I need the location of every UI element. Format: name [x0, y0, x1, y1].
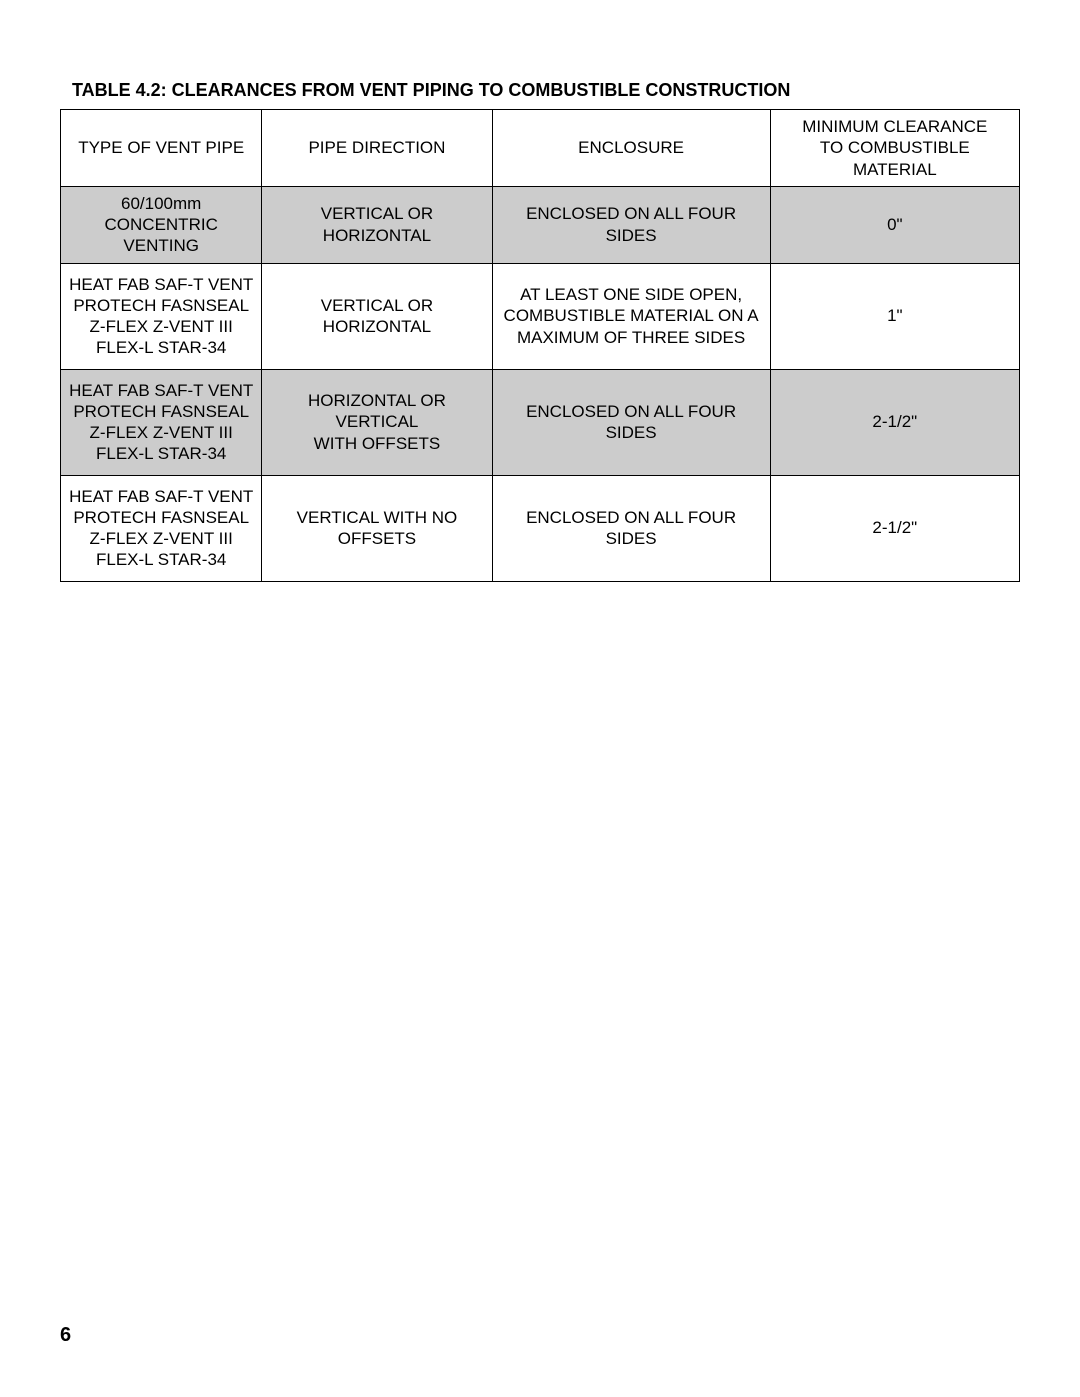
cell-clearance: 2-1/2"	[770, 475, 1019, 581]
cell-type: HEAT FAB SAF-T VENTPROTECH FASNSEALZ-FLE…	[61, 263, 262, 369]
cell-enclosure: ENCLOSED ON ALL FOUR SIDES	[492, 475, 770, 581]
table-body: 60/100mmCONCENTRIC VENTINGVERTICAL ORHOR…	[61, 186, 1020, 581]
table-row: HEAT FAB SAF-T VENTPROTECH FASNSEALZ-FLE…	[61, 475, 1020, 581]
cell-enclosure: ENCLOSED ON ALL FOUR SIDES	[492, 369, 770, 475]
document-page: TABLE 4.2: CLEARANCES FROM VENT PIPING T…	[0, 0, 1080, 1397]
page-number: 6	[60, 1324, 71, 1347]
table-row: HEAT FAB SAF-T VENTPROTECH FASNSEALZ-FLE…	[61, 369, 1020, 475]
cell-enclosure: AT LEAST ONE SIDE OPEN,COMBUSTIBLE MATER…	[492, 263, 770, 369]
table-title: TABLE 4.2: CLEARANCES FROM VENT PIPING T…	[72, 80, 1020, 101]
col-header-direction: PIPE DIRECTION	[262, 110, 492, 187]
cell-direction: VERTICAL WITH NO OFFSETS	[262, 475, 492, 581]
cell-type: HEAT FAB SAF-T VENTPROTECH FASNSEALZ-FLE…	[61, 369, 262, 475]
clearances-table: TYPE OF VENT PIPE PIPE DIRECTION ENCLOSU…	[60, 109, 1020, 582]
col-header-clearance: MINIMUM CLEARANCETO COMBUSTIBLEMATERIAL	[770, 110, 1019, 187]
cell-clearance: 2-1/2"	[770, 369, 1019, 475]
cell-clearance: 0"	[770, 186, 1019, 263]
cell-direction: VERTICAL ORHORIZONTAL	[262, 263, 492, 369]
cell-enclosure: ENCLOSED ON ALL FOUR SIDES	[492, 186, 770, 263]
col-header-enclosure: ENCLOSURE	[492, 110, 770, 187]
cell-direction: HORIZONTAL OR VERTICALWITH OFFSETS	[262, 369, 492, 475]
col-header-type: TYPE OF VENT PIPE	[61, 110, 262, 187]
table-row: HEAT FAB SAF-T VENTPROTECH FASNSEALZ-FLE…	[61, 263, 1020, 369]
table-header-row: TYPE OF VENT PIPE PIPE DIRECTION ENCLOSU…	[61, 110, 1020, 187]
cell-clearance: 1"	[770, 263, 1019, 369]
cell-type: HEAT FAB SAF-T VENTPROTECH FASNSEALZ-FLE…	[61, 475, 262, 581]
cell-direction: VERTICAL ORHORIZONTAL	[262, 186, 492, 263]
table-row: 60/100mmCONCENTRIC VENTINGVERTICAL ORHOR…	[61, 186, 1020, 263]
cell-type: 60/100mmCONCENTRIC VENTING	[61, 186, 262, 263]
